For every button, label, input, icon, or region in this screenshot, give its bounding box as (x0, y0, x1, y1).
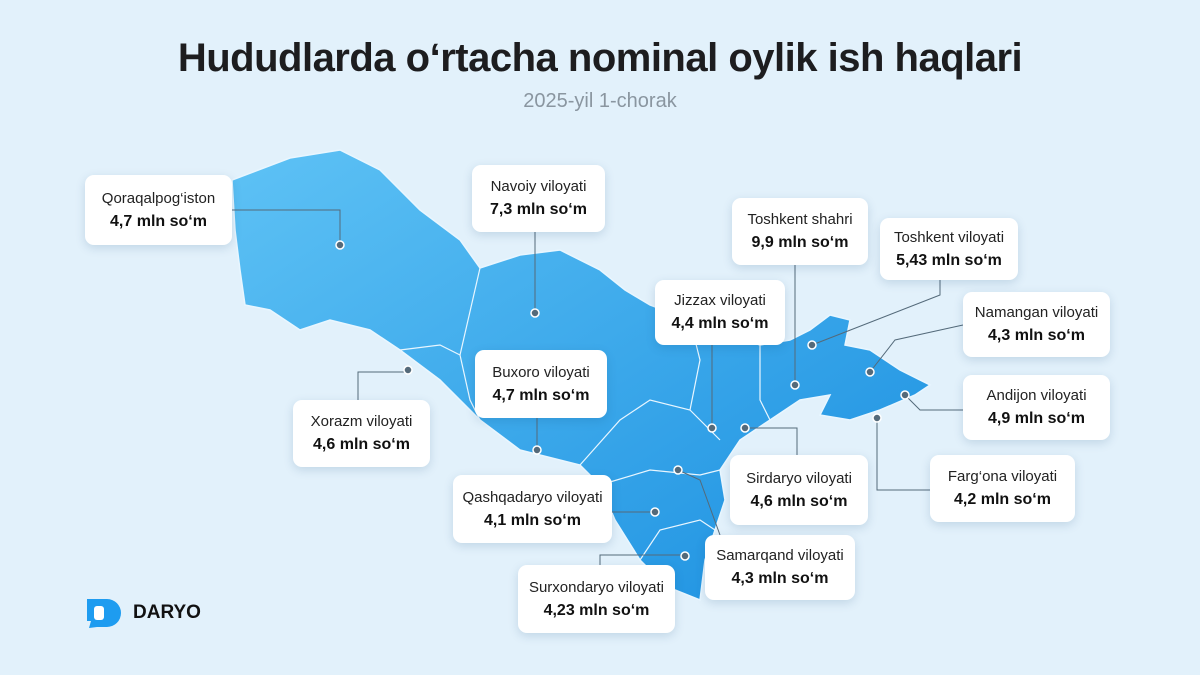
region-label: Namangan viloyati 4,3 mln so‘m (963, 292, 1110, 357)
region-name: Xorazm viloyati (310, 413, 413, 430)
region-name: Surxondaryo viloyati (528, 578, 665, 596)
region-name: Namangan viloyati (974, 304, 1099, 321)
logo: DARYO (85, 597, 201, 629)
logo-icon (87, 599, 121, 628)
title: Hududlarda o‘rtacha nominal oylik ish ha… (177, 36, 1023, 80)
region-name: Buxoro viloyati (492, 363, 590, 381)
region-name: Qoraqalpog‘iston (101, 189, 216, 207)
region-name: Samarqand viloyati (716, 547, 844, 564)
region-label: Qoraqalpog‘iston 4,7 mln so‘m (85, 175, 232, 245)
region-dots (335, 240, 910, 561)
region-label: Surxondaryo viloyati 4,23 mln so‘m (518, 565, 675, 633)
region-label: Buxoro viloyati 4,7 mln so‘m (475, 350, 607, 418)
region-value: 4,3 mln so‘m (731, 570, 829, 587)
region-value: 4,7 mln so‘m (492, 386, 590, 404)
region-value: 4,23 mln so‘m (543, 601, 650, 619)
region-value: 4,6 mln so‘m (750, 492, 848, 510)
leader-lines (232, 209, 964, 565)
region-label: Navoiy viloyati 7,3 mln so‘m (472, 165, 605, 232)
region-value: 5,43 mln so‘m (896, 251, 1002, 269)
region-name: Sirdaryo viloyati (746, 469, 852, 487)
region-value: 4,2 mln so‘m (954, 491, 1051, 508)
region-value: 4,1 mln so‘m (484, 511, 581, 529)
region-name: Andijon viloyati (986, 387, 1087, 404)
region-label: Qashqadaryo viloyati 4,1 mln so‘m (453, 475, 612, 543)
region-value: 4,6 mln so‘m (313, 436, 410, 453)
subtitle: 2025-yil 1-chorak (523, 90, 677, 112)
region-label: Sirdaryo viloyati 4,6 mln so‘m (730, 455, 868, 525)
region-name: Qashqadaryo viloyati (462, 488, 603, 506)
region-name: Navoiy viloyati (490, 178, 587, 195)
region-label: Samarqand viloyati 4,3 mln so‘m (705, 535, 855, 600)
region-label: Toshkent viloyati 5,43 mln so‘m (880, 218, 1018, 280)
region-value: 4,3 mln so‘m (988, 327, 1085, 344)
region-label: Farg‘ona viloyati 4,2 mln so‘m (930, 455, 1075, 522)
region-name: Toshkent viloyati (893, 228, 1005, 246)
region-value: 7,3 mln so‘m (490, 201, 587, 218)
logo-text: DARYO (133, 602, 201, 623)
region-name: Farg‘ona viloyati (947, 468, 1058, 485)
region-label: Jizzax viloyati 4,4 mln so‘m (655, 280, 785, 345)
region-value: 9,9 mln so‘m (751, 234, 849, 251)
region-label: Toshkent shahri 9,9 mln so‘m (732, 198, 868, 265)
region-value: 4,7 mln so‘m (110, 212, 207, 230)
region-name: Jizzax viloyati (674, 292, 766, 309)
region-label: Andijon viloyati 4,9 mln so‘m (963, 375, 1110, 440)
region-name: Toshkent shahri (747, 211, 853, 228)
region-value: 4,4 mln so‘m (671, 315, 769, 332)
region-value: 4,9 mln so‘m (988, 410, 1085, 427)
region-label: Xorazm viloyati 4,6 mln so‘m (293, 400, 430, 467)
